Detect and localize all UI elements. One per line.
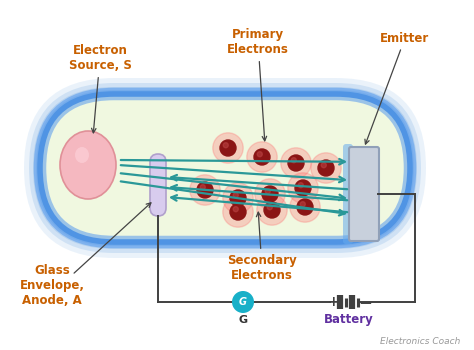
Circle shape: [281, 148, 311, 178]
Circle shape: [223, 197, 253, 227]
Circle shape: [220, 140, 236, 156]
Circle shape: [257, 195, 287, 225]
Circle shape: [321, 163, 326, 168]
Circle shape: [232, 291, 254, 313]
FancyBboxPatch shape: [36, 90, 414, 246]
Text: +: +: [327, 295, 339, 309]
Circle shape: [255, 179, 285, 209]
Circle shape: [233, 206, 238, 212]
Circle shape: [264, 202, 280, 218]
FancyBboxPatch shape: [150, 154, 166, 216]
Circle shape: [318, 160, 334, 176]
Circle shape: [291, 158, 296, 163]
Circle shape: [230, 190, 246, 206]
Circle shape: [288, 173, 318, 203]
Circle shape: [267, 205, 273, 210]
Circle shape: [288, 155, 304, 171]
Circle shape: [197, 182, 213, 198]
Text: Glass
Envelope,
Anode, A: Glass Envelope, Anode, A: [19, 264, 84, 307]
Text: −: −: [358, 293, 372, 311]
Circle shape: [223, 183, 253, 213]
Circle shape: [230, 204, 246, 220]
Circle shape: [190, 175, 220, 205]
Circle shape: [295, 180, 311, 196]
Circle shape: [300, 202, 305, 207]
Circle shape: [213, 133, 243, 163]
Circle shape: [247, 142, 277, 172]
Circle shape: [200, 185, 205, 190]
Circle shape: [233, 193, 238, 198]
Text: Emitter: Emitter: [365, 32, 429, 144]
Ellipse shape: [60, 131, 116, 199]
Circle shape: [223, 143, 228, 148]
Ellipse shape: [75, 147, 89, 163]
Circle shape: [290, 192, 320, 222]
FancyBboxPatch shape: [29, 83, 421, 253]
Circle shape: [254, 149, 270, 165]
Text: Electronics Coach: Electronics Coach: [380, 337, 460, 346]
Text: Electron
Source, S: Electron Source, S: [69, 44, 131, 133]
Circle shape: [257, 152, 262, 157]
FancyBboxPatch shape: [343, 144, 353, 244]
Circle shape: [297, 199, 313, 215]
FancyBboxPatch shape: [24, 78, 426, 258]
Circle shape: [262, 186, 278, 202]
Text: Primary
Electrons: Primary Electrons: [227, 28, 289, 141]
FancyBboxPatch shape: [40, 94, 410, 242]
Circle shape: [298, 183, 303, 188]
FancyBboxPatch shape: [33, 87, 417, 249]
FancyBboxPatch shape: [349, 147, 379, 241]
Text: G: G: [239, 297, 247, 307]
Circle shape: [311, 153, 341, 183]
Circle shape: [265, 189, 270, 194]
Text: Battery: Battery: [324, 314, 374, 327]
Text: G: G: [238, 315, 247, 325]
Text: Secondary
Electrons: Secondary Electrons: [227, 212, 297, 282]
